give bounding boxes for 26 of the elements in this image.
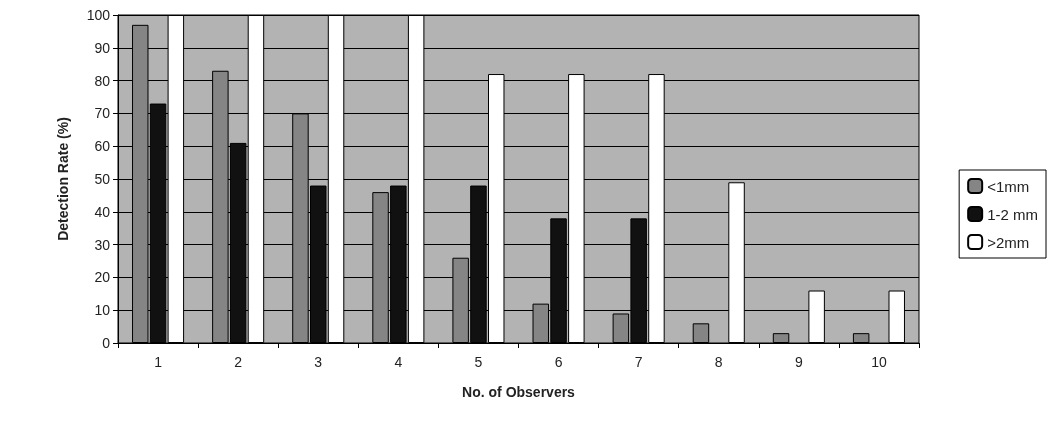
legend-label: 1-2 mm: [987, 205, 1039, 223]
y-tick-label: 80: [94, 72, 111, 89]
y-tick-label: 70: [94, 105, 111, 122]
x-tick-label: 4: [394, 354, 403, 370]
y-tick-label: 90: [94, 39, 111, 56]
y-tick-label: 30: [94, 236, 111, 253]
x-tick-label: 2: [234, 354, 243, 370]
y-tick-label: 0: [102, 335, 111, 351]
y-tick-label: 40: [94, 203, 111, 220]
x-tick-label: 9: [794, 354, 803, 370]
x-tick-label: 3: [314, 354, 323, 370]
x-tick-label: 7: [634, 354, 643, 370]
x-tick-label: 1: [154, 354, 163, 370]
y-tick-label: 20: [94, 269, 111, 286]
y-tick-label: 100: [86, 7, 111, 23]
x-tick-label: 8: [714, 354, 723, 370]
y-tick-label: 10: [94, 302, 111, 319]
legend-label: >2mm: [987, 233, 1030, 251]
x-tick-label: 5: [474, 354, 483, 370]
y-axis-title: Detection Rate (%): [55, 117, 71, 241]
y-tick-label: 50: [94, 171, 111, 187]
x-tick-label: 6: [554, 354, 563, 370]
legend-label: <1mm: [987, 177, 1030, 195]
y-tick-label: 60: [94, 138, 111, 155]
x-tick-label: 10: [871, 354, 887, 370]
x-axis-title: No. of Observers: [462, 384, 576, 400]
